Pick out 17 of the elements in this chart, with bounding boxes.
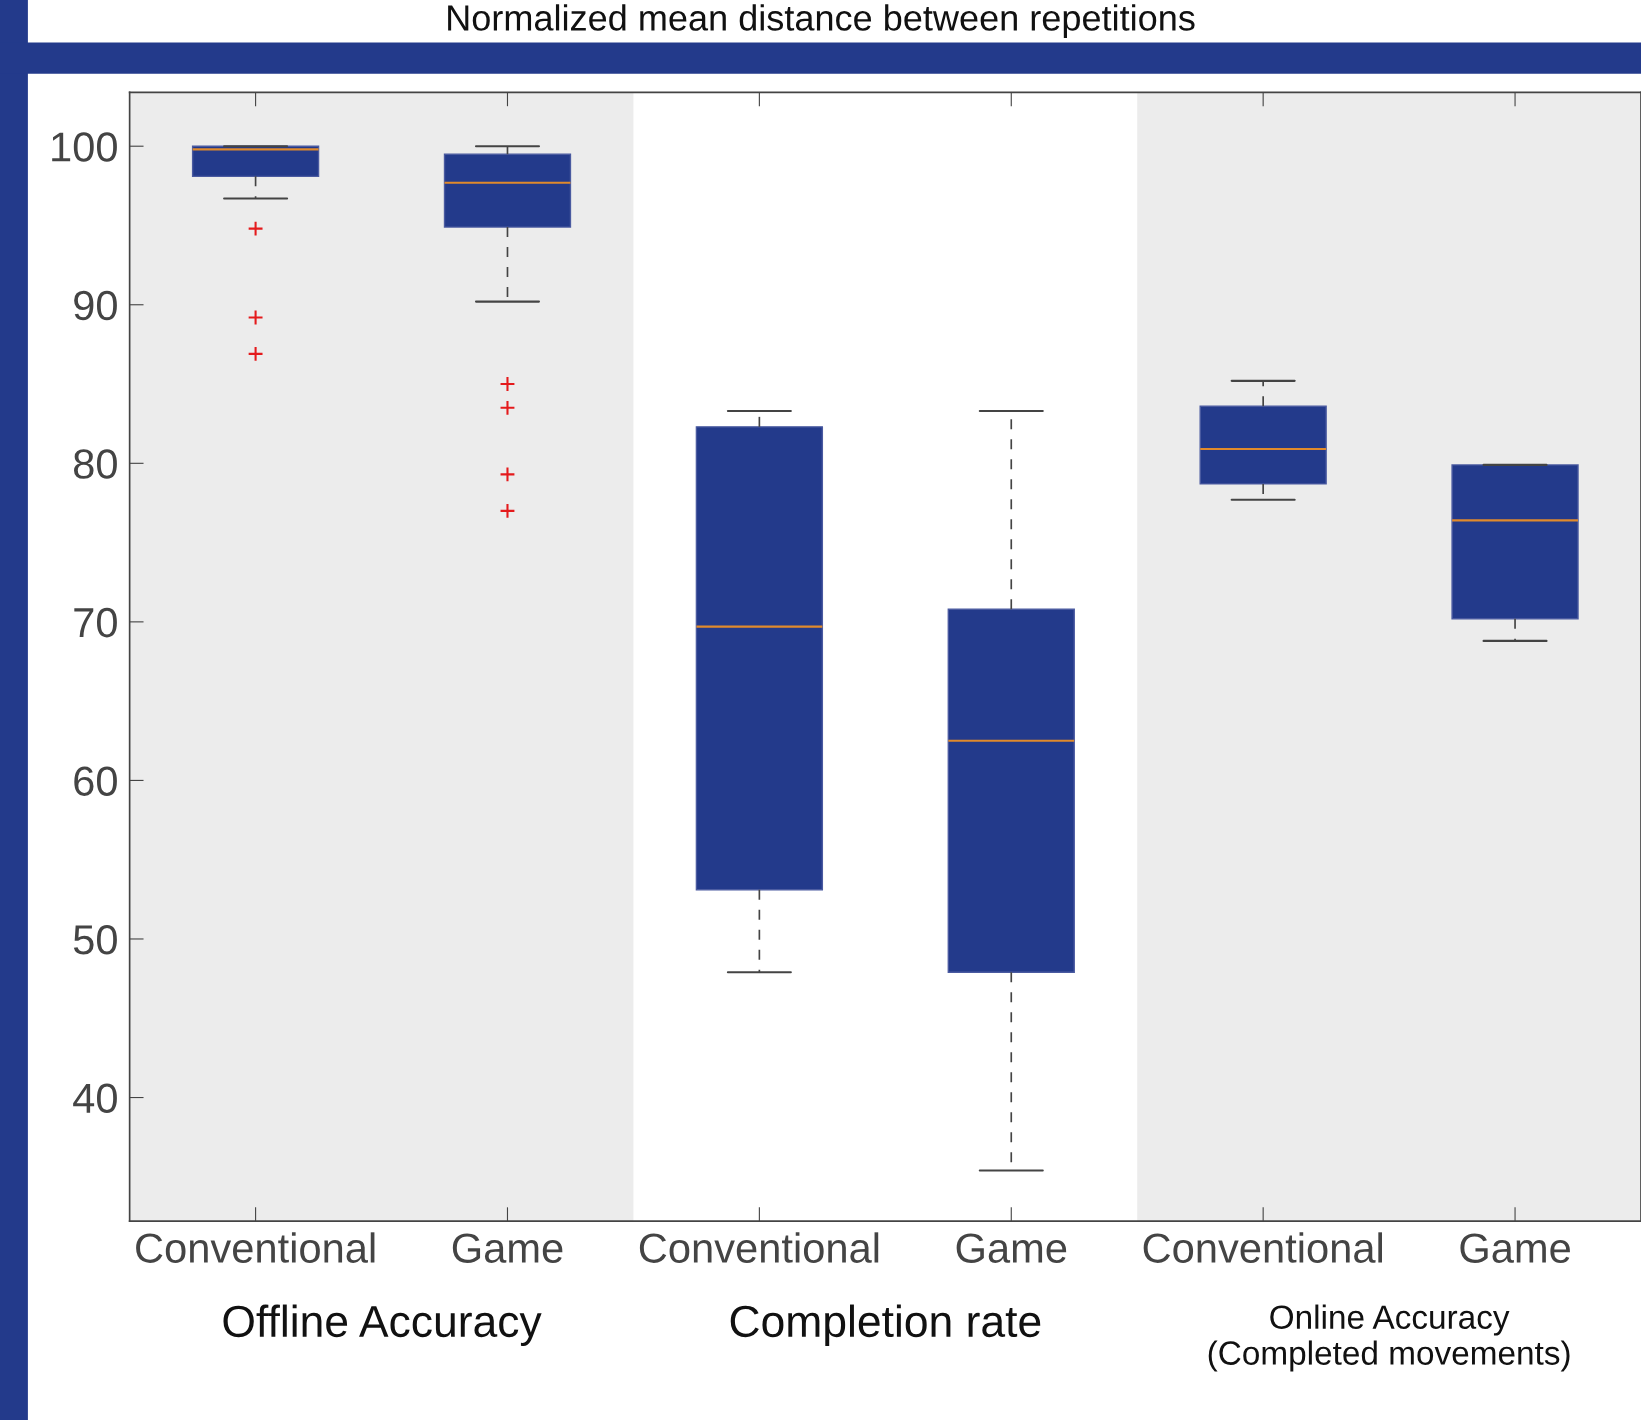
y-tick-label: 90	[74, 290, 117, 321]
x-tick-label: Game	[1460, 1233, 1570, 1263]
y-tick-label: 100	[52, 132, 117, 162]
y-tick-label: 50	[73, 924, 117, 955]
x-tick-label: Conventional	[639, 1232, 879, 1263]
y-tick-label: 80	[74, 449, 117, 479]
y-tick-label: 70	[74, 607, 117, 638]
x-tick-label: Game	[452, 1233, 563, 1263]
text: Offline Accuracy	[223, 1304, 542, 1346]
text: Completion rate	[730, 1304, 1041, 1346]
x-tick-label: Game	[956, 1233, 1067, 1263]
y-tick-label: 40	[73, 1083, 117, 1114]
text: Online Accuracy (Completed movements)	[1208, 1304, 1570, 1372]
x-tick-label: Conventional	[1143, 1232, 1382, 1263]
chart-title: Normalized mean distance between repetitions	[448, 4, 1195, 38]
x-tick-label: Conventional	[136, 1232, 375, 1263]
y-tick-label: 60	[74, 766, 117, 796]
